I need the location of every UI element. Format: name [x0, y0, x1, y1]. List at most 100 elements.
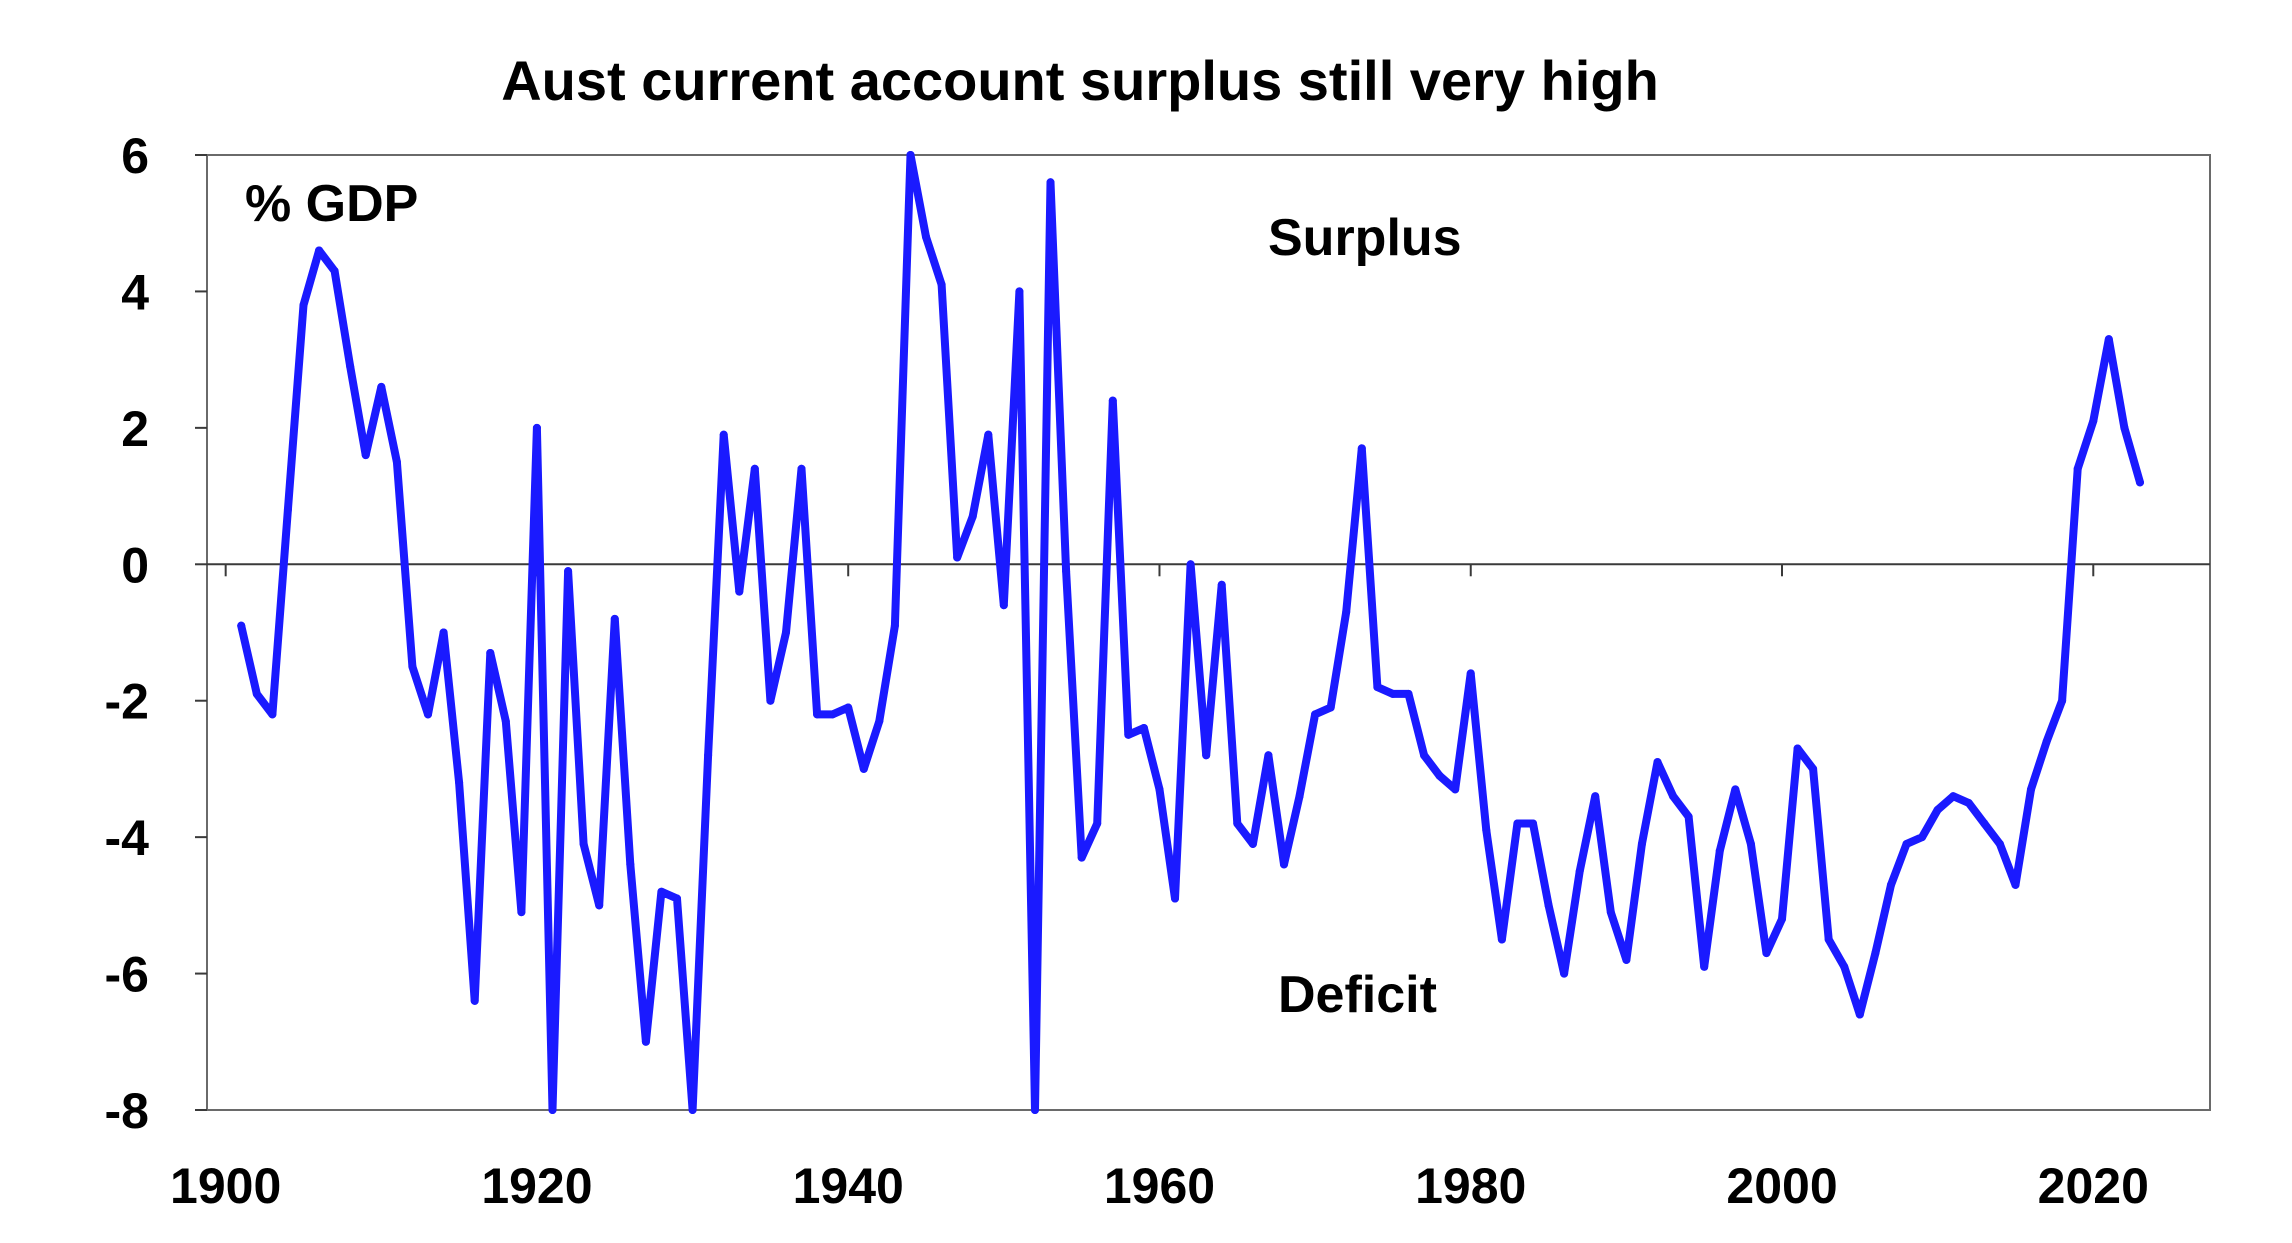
data-point: [859, 764, 868, 773]
data-point: [1544, 901, 1553, 910]
data-point: [423, 710, 432, 719]
data-point: [1373, 683, 1382, 692]
y-axis: 6 4 2 0 -2 -4 -6 -8: [105, 128, 207, 1139]
data-point: [1637, 839, 1646, 848]
data-point: [1575, 867, 1584, 876]
data-point: [1342, 608, 1351, 617]
y-tick-label: -4: [105, 810, 150, 866]
data-point: [455, 778, 464, 787]
data-point: [548, 1106, 557, 1114]
data-point: [1840, 962, 1849, 971]
data-point: [1171, 894, 1180, 903]
data-point: [1871, 949, 1880, 958]
data-point: [1015, 287, 1024, 296]
data-point: [750, 464, 759, 473]
data-point: [766, 696, 775, 705]
data-point: [1108, 396, 1117, 405]
data-point: [501, 717, 510, 726]
data-point: [1528, 819, 1537, 828]
data-point: [1186, 560, 1195, 569]
x-tick-label: 1900: [170, 1158, 281, 1214]
data-point: [688, 1106, 697, 1114]
data-point: [1622, 955, 1631, 964]
data-point: [1248, 839, 1257, 848]
data-point: [346, 362, 355, 371]
data-point: [1311, 710, 1320, 719]
data-point: [1326, 703, 1335, 712]
data-point: [1062, 567, 1071, 576]
data-point: [906, 151, 915, 159]
data-point: [1295, 792, 1304, 801]
data-point: [252, 689, 261, 698]
data-point: [2011, 880, 2020, 889]
data-point: [1046, 178, 1055, 187]
data-point: [984, 430, 993, 439]
data-point: [1482, 826, 1491, 835]
data-point: [1513, 819, 1522, 828]
data-point: [1809, 764, 1818, 773]
x-axis: 1900 1920 1940 1960 1980 2000 2020: [170, 564, 2149, 1214]
data-point: [2058, 696, 2067, 705]
data-point: [1684, 812, 1693, 821]
data-point: [1606, 908, 1615, 917]
data-point: [2042, 737, 2051, 746]
data-point: [610, 614, 619, 623]
data-point: [392, 457, 401, 466]
y-tick-label: 0: [121, 537, 149, 593]
surplus-annotation: Surplus: [1268, 209, 1462, 267]
data-point: [377, 382, 386, 391]
data-point: [1124, 730, 1133, 739]
data-point: [673, 894, 682, 903]
x-tick-label: 2020: [2038, 1158, 2149, 1214]
y-tick-label: -6: [105, 947, 149, 1003]
data-point: [1824, 935, 1833, 944]
data-point: [486, 648, 495, 657]
data-point: [813, 710, 822, 719]
data-point: [2027, 785, 2036, 794]
y-tick-label: 4: [121, 264, 149, 320]
data-point: [1435, 771, 1444, 780]
data-point: [315, 246, 324, 255]
data-point: [268, 710, 277, 719]
data-points: [237, 151, 2144, 1114]
x-tick-label: 1960: [1104, 1158, 1215, 1214]
data-point: [657, 887, 666, 896]
data-point: [1793, 744, 1802, 753]
data-point: [595, 901, 604, 910]
data-point: [875, 717, 884, 726]
x-tick-label: 1980: [1415, 1158, 1526, 1214]
data-point: [937, 280, 946, 289]
data-point: [1030, 1106, 1039, 1114]
data-point: [1233, 819, 1242, 828]
data-point: [2089, 417, 2098, 426]
data-point: [299, 301, 308, 310]
data-point: [641, 1037, 650, 1046]
data-point: [1855, 1010, 1864, 1019]
y-tick-label: 6: [121, 128, 149, 184]
data-point: [1886, 880, 1895, 889]
data-point: [1731, 785, 1740, 794]
x-tick-label: 1920: [481, 1158, 592, 1214]
data-point: [2120, 423, 2129, 432]
data-point: [1653, 758, 1662, 767]
y-axis-label: % GDP: [245, 175, 418, 233]
data-point: [1949, 792, 1958, 801]
data-point: [626, 860, 635, 869]
data-point: [532, 423, 541, 432]
data-point: [1077, 853, 1086, 862]
data-point: [1466, 669, 1475, 678]
y-tick-label: -8: [105, 1083, 149, 1139]
data-point: [2135, 478, 2144, 487]
data-point: [1264, 751, 1273, 760]
data-point: [2104, 335, 2113, 344]
chart-title: Aust current account surplus still very …: [501, 49, 1659, 112]
data-point: [1420, 751, 1429, 760]
data-point: [2073, 464, 2082, 473]
data-point: [1918, 833, 1927, 842]
y-tick-label: -2: [105, 674, 149, 730]
data-point: [564, 567, 573, 576]
data-point: [968, 512, 977, 521]
data-point: [330, 266, 339, 275]
data-point: [1388, 689, 1397, 698]
